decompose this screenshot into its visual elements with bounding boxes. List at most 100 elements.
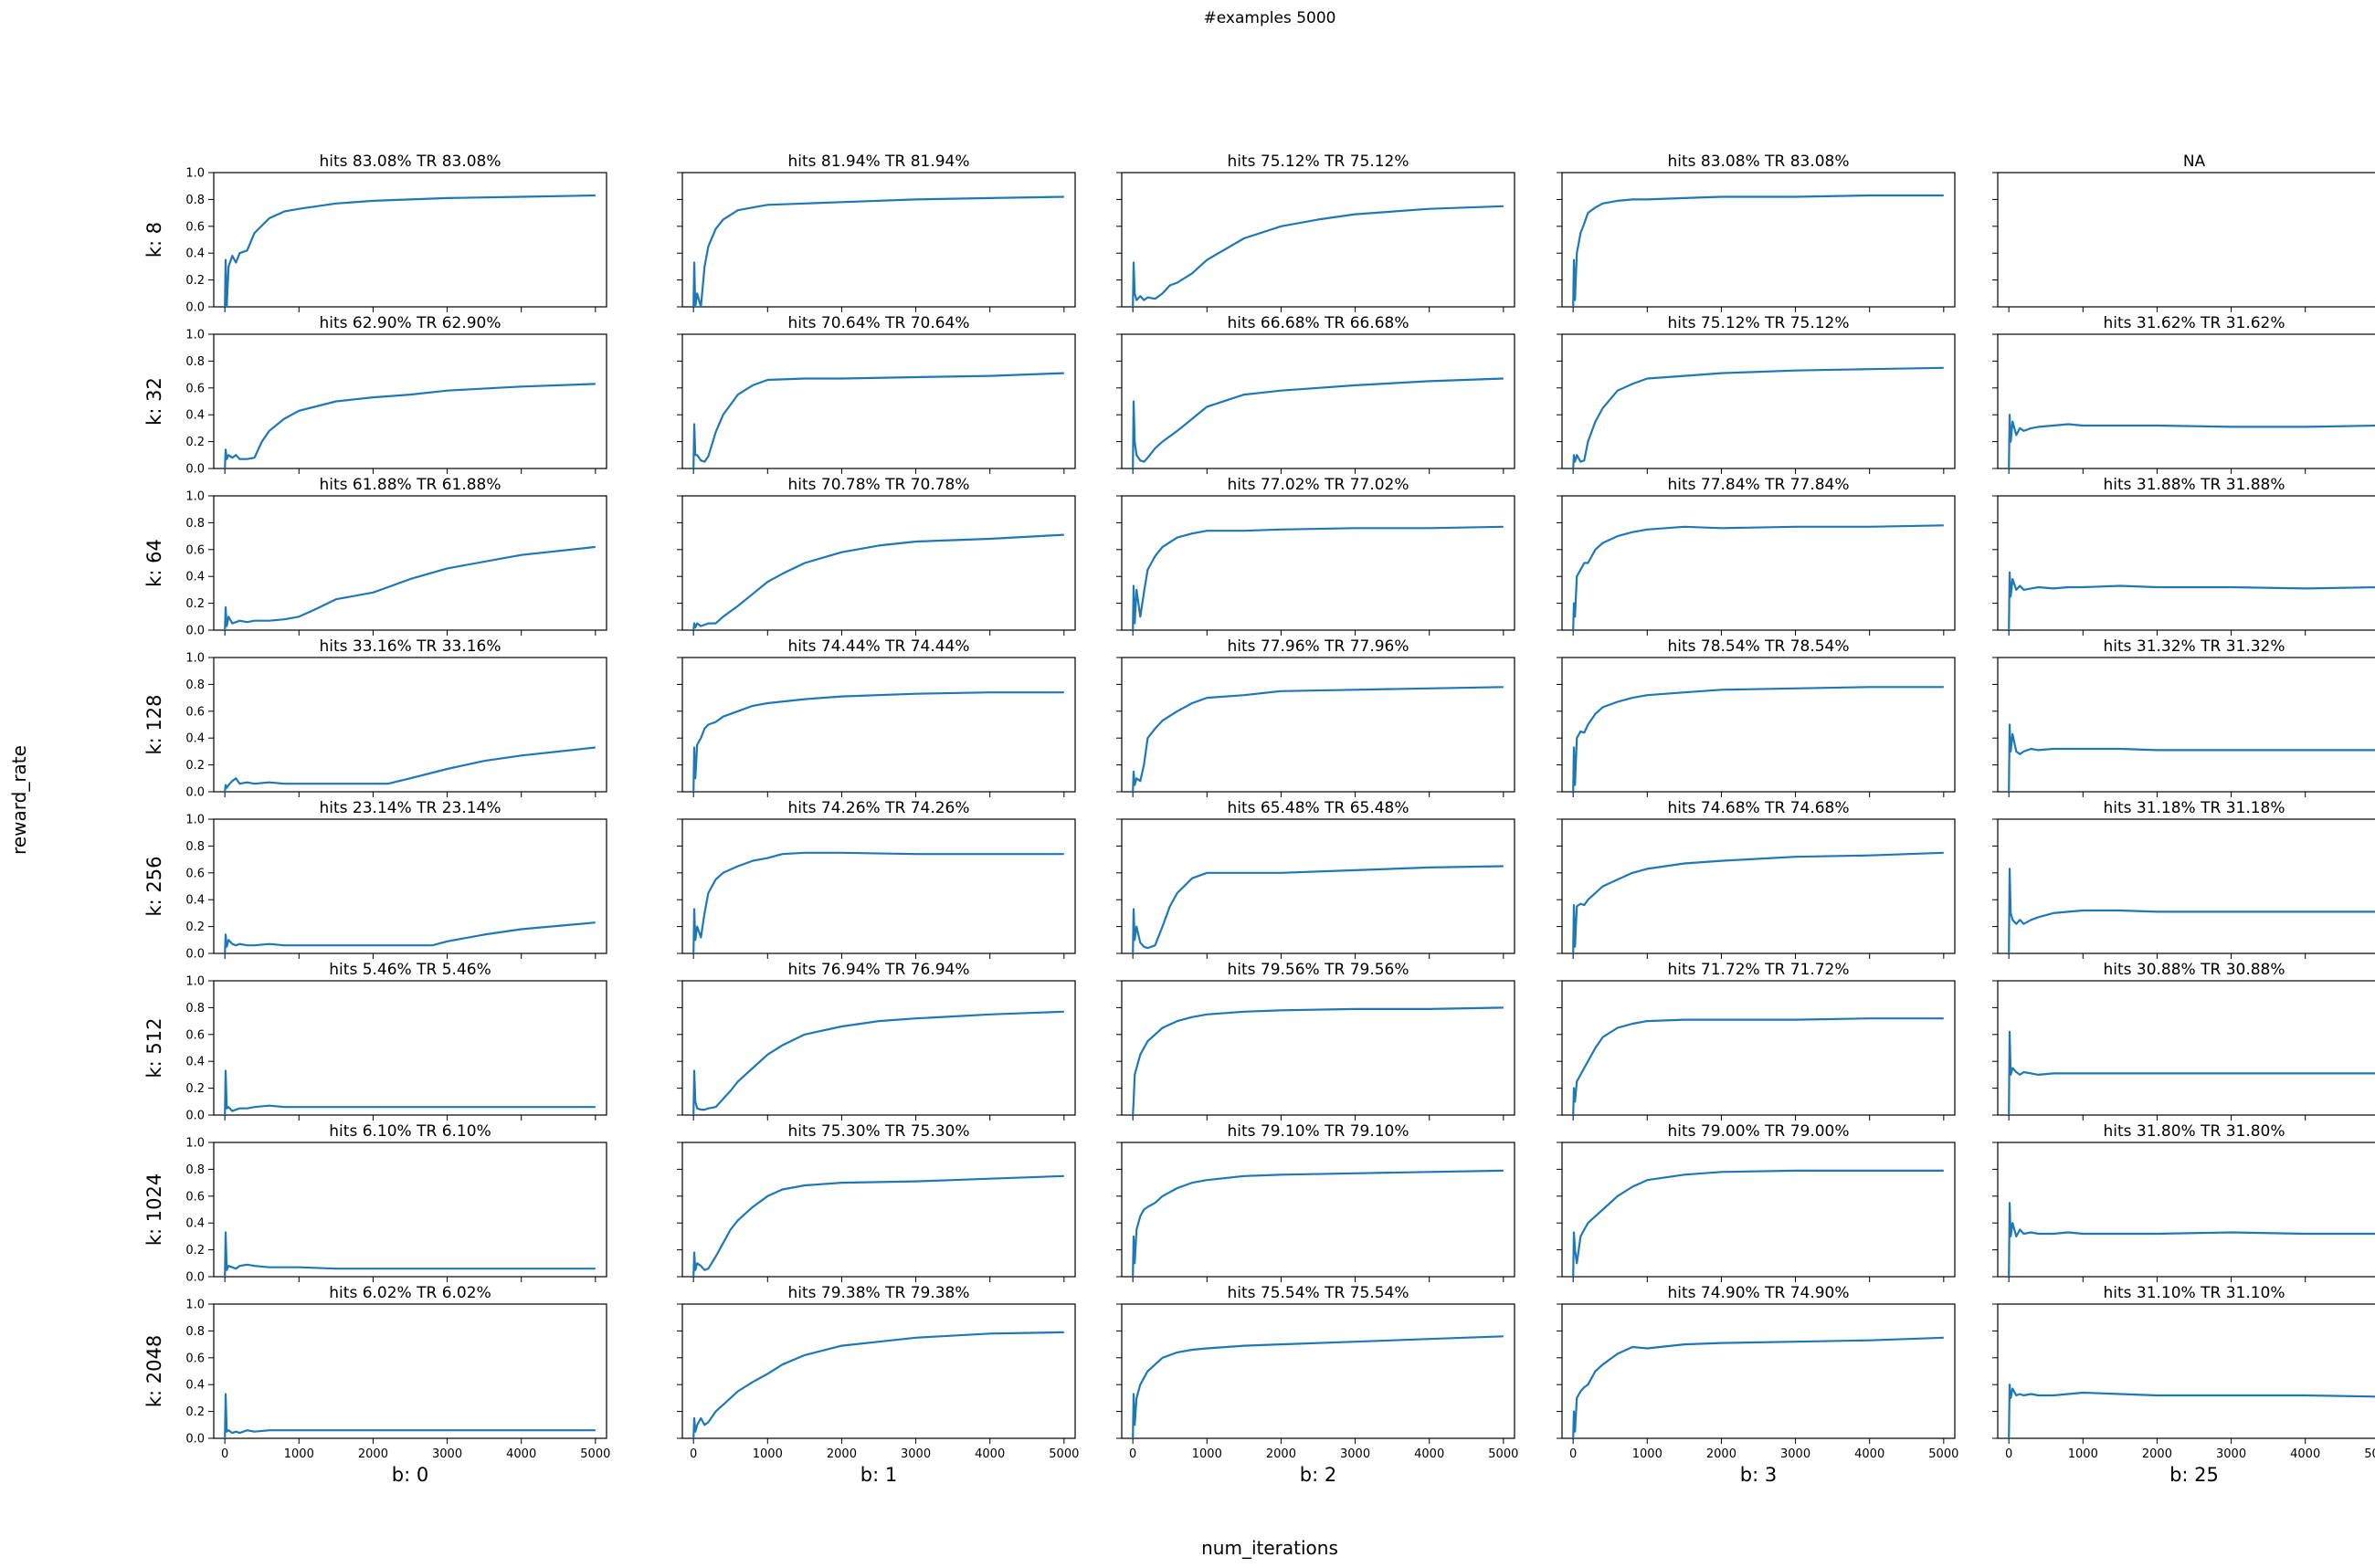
subplot-title: hits 75.12% TR 75.12%	[1667, 314, 1849, 332]
subplot-panel: hits 76.94% TR 76.94%	[677, 961, 1076, 1121]
y-tick-label: 0.4	[185, 1056, 205, 1069]
series-line	[1132, 525, 1504, 631]
subplot-panel: hits 83.08% TR 83.08%	[1557, 153, 1956, 312]
subplot-panel: hits 79.38% TR 79.38% 0 1000 2000 3000 4000 50…	[677, 1284, 1079, 1486]
subplot-title: hits 83.08% TR 83.08%	[1667, 153, 1849, 171]
y-tick-label: 0.4	[185, 1379, 205, 1393]
x-tick-label: 1000	[753, 1447, 783, 1461]
axes-frame	[1561, 495, 1956, 631]
series-line	[1572, 1336, 1944, 1439]
y-tick-label: 0.8	[185, 679, 205, 692]
series-line	[1572, 1017, 1944, 1116]
subplot-title: hits 79.00% TR 79.00%	[1667, 1122, 1849, 1141]
series-line	[2008, 723, 2375, 793]
x-tick-label: 5000	[1488, 1447, 1518, 1461]
subplot-panel: hits 31.32% TR 31.32%	[1992, 637, 2375, 797]
subplot-title: hits 77.84% TR 77.84%	[1667, 476, 1849, 494]
axes-frame	[1997, 980, 2375, 1116]
series-line	[2008, 571, 2375, 631]
axes-frame	[1997, 172, 2375, 308]
axes-frame	[1997, 818, 2375, 954]
row-label: k: 2048	[143, 1335, 165, 1407]
subplot-panel: hits 75.12% TR 75.12%	[1116, 153, 1515, 312]
subplot-panel: hits 31.18% TR 31.18%	[1992, 799, 2375, 959]
series-line	[224, 1393, 596, 1439]
y-axis-label: reward_rate	[8, 745, 30, 855]
axes-frame	[1121, 980, 1515, 1116]
y-tick-label: 1.0	[185, 652, 205, 666]
y-tick-label: 0.0	[185, 1433, 205, 1447]
subplot-title: hits 79.56% TR 79.56%	[1227, 961, 1409, 979]
x-tick-label: 4000	[975, 1447, 1005, 1461]
y-tick-label: 0.4	[185, 1217, 205, 1231]
y-tick-label: 0.6	[185, 705, 205, 719]
subplot-title: hits 74.90% TR 74.90%	[1667, 1284, 1849, 1302]
y-tick-label: 0.0	[185, 463, 205, 477]
series-line	[224, 1069, 596, 1116]
row-label: k: 8	[143, 222, 165, 258]
subplot-title: hits 75.30% TR 75.30%	[787, 1122, 969, 1141]
x-tick-label: 1000	[1192, 1447, 1222, 1461]
x-tick-label: 2000	[1266, 1447, 1296, 1461]
subplot-title: hits 30.88% TR 30.88%	[2103, 961, 2285, 979]
series-line	[224, 383, 596, 469]
series-line	[692, 1174, 1064, 1278]
axes-frame	[1121, 172, 1515, 308]
series-line	[692, 691, 1064, 793]
y-tick-label: 0.2	[185, 1082, 205, 1096]
axes-frame	[681, 657, 1076, 793]
y-tick-label: 0.0	[185, 625, 205, 638]
y-tick-label: 0.0	[185, 1271, 205, 1285]
y-tick-label: 0.8	[185, 1163, 205, 1177]
column-label: b: 25	[2169, 1464, 2219, 1486]
axes-frame	[1561, 172, 1956, 308]
axes-frame	[213, 657, 607, 793]
x-tick-label: 1000	[284, 1447, 314, 1461]
y-tick-label: 0.2	[185, 274, 205, 288]
row-label: k: 512	[143, 1018, 165, 1079]
subplot-title: hits 75.54% TR 75.54%	[1227, 1284, 1409, 1302]
series-line	[692, 851, 1064, 954]
axes-frame	[1561, 1303, 1956, 1439]
subplot-panel: hits 75.12% TR 75.12%	[1557, 314, 1956, 474]
series-line	[692, 195, 1064, 309]
axes-frame	[1997, 1303, 2375, 1439]
y-tick-label: 1.0	[185, 167, 205, 181]
y-tick-label: 0.0	[185, 1110, 205, 1123]
axes-frame	[681, 1142, 1076, 1278]
series-line	[2008, 1202, 2375, 1278]
subplot-panel: hits 81.94% TR 81.94%	[677, 153, 1076, 312]
subplot-panel: hits 75.30% TR 75.30%	[677, 1122, 1076, 1282]
subplot-panel: hits 61.88% TR 61.88% 0.0 0.2 0.4 0.6 0.8 1.0 k…	[143, 476, 607, 638]
subplot-panel: hits 79.56% TR 79.56%	[1116, 961, 1515, 1121]
series-line	[1572, 524, 1944, 631]
subplot-panel: hits 79.10% TR 79.10%	[1116, 1122, 1515, 1282]
subplot-title: hits 79.38% TR 79.38%	[787, 1284, 969, 1302]
y-tick-label: 0.8	[185, 840, 205, 854]
y-tick-label: 0.6	[185, 1028, 205, 1042]
x-tick-label: 0	[1569, 1447, 1577, 1461]
series-line	[224, 1231, 596, 1278]
series-line	[1572, 851, 1944, 954]
column-label: b: 2	[1300, 1464, 1336, 1486]
axes-frame	[1121, 818, 1515, 954]
subplot-title: hits 74.68% TR 74.68%	[1667, 799, 1849, 817]
subplot-panel: hits 30.88% TR 30.88%	[1992, 961, 2375, 1121]
x-tick-label: 5000	[580, 1447, 610, 1461]
subplot-panel: hits 31.10% TR 31.10% 0 1000 2000 3000 4000 50…	[1992, 1284, 2375, 1486]
subplot-title: hits 66.68% TR 66.68%	[1227, 314, 1409, 332]
series-line	[692, 372, 1064, 469]
subplot-title: hits 76.94% TR 76.94%	[787, 961, 969, 979]
series-line	[1572, 194, 1944, 308]
column-label: b: 0	[392, 1464, 428, 1486]
series-line	[1572, 366, 1944, 469]
subplot-title: hits 31.10% TR 31.10%	[2103, 1284, 2285, 1302]
x-tick-label: 2000	[827, 1447, 857, 1461]
y-tick-label: 0.6	[185, 1352, 205, 1365]
axes-frame	[1561, 333, 1956, 469]
subplot-panel: hits 77.02% TR 77.02%	[1116, 476, 1515, 636]
axes-frame	[1561, 980, 1956, 1116]
y-tick-label: 0.4	[185, 409, 205, 423]
series-line	[1132, 1006, 1504, 1116]
